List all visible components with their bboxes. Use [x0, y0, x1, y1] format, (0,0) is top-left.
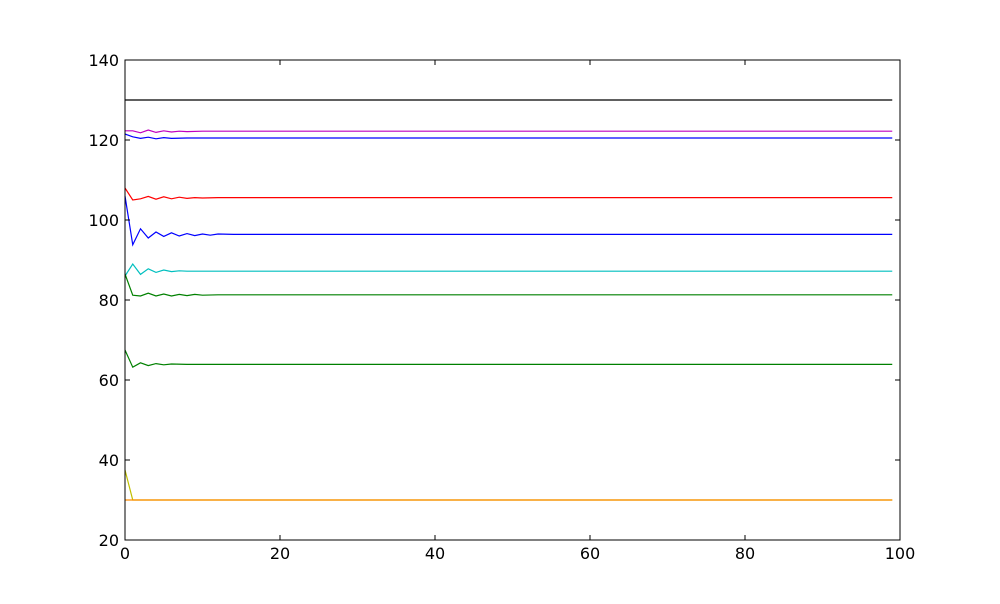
series-layer: [124, 99, 893, 501]
y-tick-label: 100: [88, 211, 119, 230]
series-line-8: [124, 469, 893, 501]
x-tick-label: 20: [270, 544, 290, 563]
y-tick-label: 140: [88, 51, 119, 70]
y-tick-label: 80: [99, 291, 119, 310]
series-line-5: [124, 262, 893, 277]
x-tick-label: 60: [580, 544, 600, 563]
x-tick-label: 40: [425, 544, 445, 563]
y-tick-label: 40: [99, 451, 119, 470]
x-tick-label: 80: [735, 544, 755, 563]
y-tick-label: 60: [99, 371, 119, 390]
plot-frame: [124, 59, 901, 541]
series-line-7: [124, 349, 893, 369]
x-tick-label: 0: [120, 544, 130, 563]
series-line-4: [124, 195, 893, 247]
y-tick-label: 20: [99, 531, 119, 550]
tick-layer: [124, 59, 901, 541]
y-tick-label: 120: [88, 131, 119, 150]
series-line-3: [124, 187, 893, 201]
x-tick-label: 100: [885, 544, 916, 563]
series-line-6: [124, 273, 893, 297]
series-line-2: [124, 133, 893, 140]
series-line-1: [125, 129, 893, 134]
